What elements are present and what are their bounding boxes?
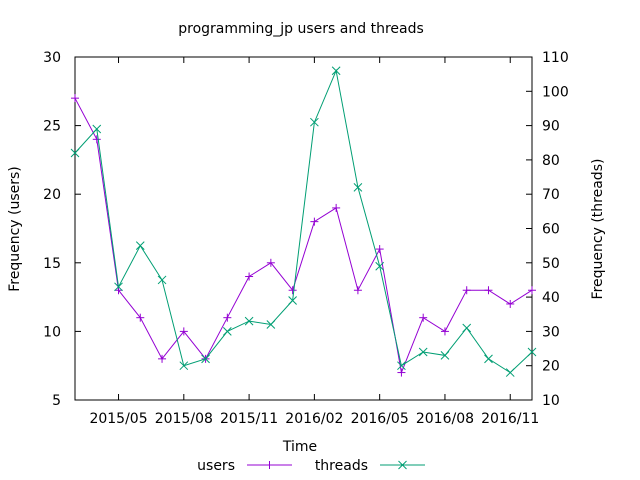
data-point-threads: [266, 320, 276, 329]
data-point-threads: [375, 261, 385, 271]
data-point-users: [310, 217, 319, 226]
data-point-threads: [462, 323, 472, 333]
data-point-users: [71, 94, 79, 103]
y2-tick-label: 10: [542, 393, 560, 409]
data-point-threads: [440, 351, 450, 360]
data-point-users: [332, 203, 341, 212]
x-tick-label: 2016/05: [351, 411, 409, 427]
y2-tick-label: 80: [542, 153, 560, 169]
data-point-threads: [70, 148, 80, 158]
data-point-users: [136, 313, 145, 322]
plot-frame: [74, 56, 533, 401]
y2-tick-label: 40: [542, 290, 560, 306]
data-point-users: [179, 327, 188, 336]
data-point-threads: [222, 327, 232, 336]
data-point-threads: [397, 361, 406, 371]
y-tick-label: 30: [43, 50, 61, 66]
data-point-users: [462, 286, 471, 295]
data-point-threads: [135, 241, 145, 251]
legend-label-users: users: [197, 458, 235, 474]
data-point-users: [506, 299, 515, 308]
data-point-threads: [179, 361, 189, 371]
y2-tick-label: 110: [542, 50, 569, 66]
data-point-users: [397, 368, 406, 377]
x-tick-label: 2015/11: [220, 411, 278, 427]
data-point-threads: [331, 66, 341, 76]
data-point-threads: [310, 117, 319, 127]
data-point-threads: [418, 347, 428, 357]
data-point-threads: [505, 368, 515, 377]
series-line-users: [74, 97, 533, 375]
y-tick-label: 5: [52, 393, 61, 409]
series-layer: [70, 66, 537, 377]
y2-tick-label: 30: [542, 324, 560, 340]
data-point-threads: [288, 296, 297, 305]
y2-tick-label: 100: [542, 84, 569, 100]
series-line-threads: [74, 68, 533, 374]
y-tick-label: 15: [43, 256, 61, 272]
y2-tick-label: 90: [542, 119, 560, 135]
data-point-users: [528, 286, 536, 295]
data-point-users: [266, 258, 275, 267]
data-point-threads: [484, 354, 493, 364]
data-point-threads: [353, 182, 363, 192]
y2-tick-label: 50: [542, 256, 560, 272]
x-tick-label: 2016/11: [481, 411, 539, 427]
legend-marker-threads: [398, 460, 407, 470]
data-point-users: [484, 286, 493, 295]
y-tick-label: 10: [43, 324, 61, 340]
data-point-users: [158, 354, 167, 363]
legend-marker-users: [265, 461, 274, 469]
data-point-threads: [201, 354, 210, 364]
x-tick-label: 2015/08: [155, 411, 213, 427]
data-point-users: [419, 313, 428, 322]
legend-label-threads: threads: [315, 458, 368, 474]
data-point-threads: [92, 124, 102, 134]
data-point-threads: [157, 275, 167, 285]
x-tick-label: 2015/05: [89, 411, 147, 427]
data-point-threads: [244, 316, 254, 326]
y2-axis-label: Frequency (threads): [590, 159, 606, 300]
legend: users threads: [197, 458, 425, 474]
x-tick-label: 2016/02: [285, 411, 343, 427]
x-tick-label: 2016/08: [416, 411, 474, 427]
y2-axis: 10 20 30 40 50 60 70 80 90 100 110: [526, 50, 569, 409]
y-axis-label: Frequency (users): [7, 166, 23, 292]
data-point-users: [223, 313, 232, 322]
y2-tick-label: 60: [542, 222, 560, 238]
data-point-users: [288, 286, 297, 295]
chart-title: programming_jp users and threads: [178, 21, 424, 37]
data-point-threads: [527, 347, 537, 357]
data-point-users: [245, 272, 254, 281]
data-point-users: [375, 245, 384, 254]
y2-tick-label: 70: [542, 187, 560, 203]
y-tick-label: 20: [43, 187, 61, 203]
data-point-threads: [114, 282, 123, 292]
x-axis-label: Time: [282, 439, 317, 455]
y-tick-label: 25: [43, 119, 61, 135]
y-axis: 5 10 15 20 25 30: [43, 50, 81, 409]
data-point-users: [353, 286, 362, 295]
data-point-users: [92, 135, 101, 144]
data-point-users: [440, 327, 449, 336]
y2-tick-label: 20: [542, 359, 560, 375]
x-axis: 2015/05 2015/08 2015/11 2016/02 2016/05 2016/…: [89, 57, 539, 427]
